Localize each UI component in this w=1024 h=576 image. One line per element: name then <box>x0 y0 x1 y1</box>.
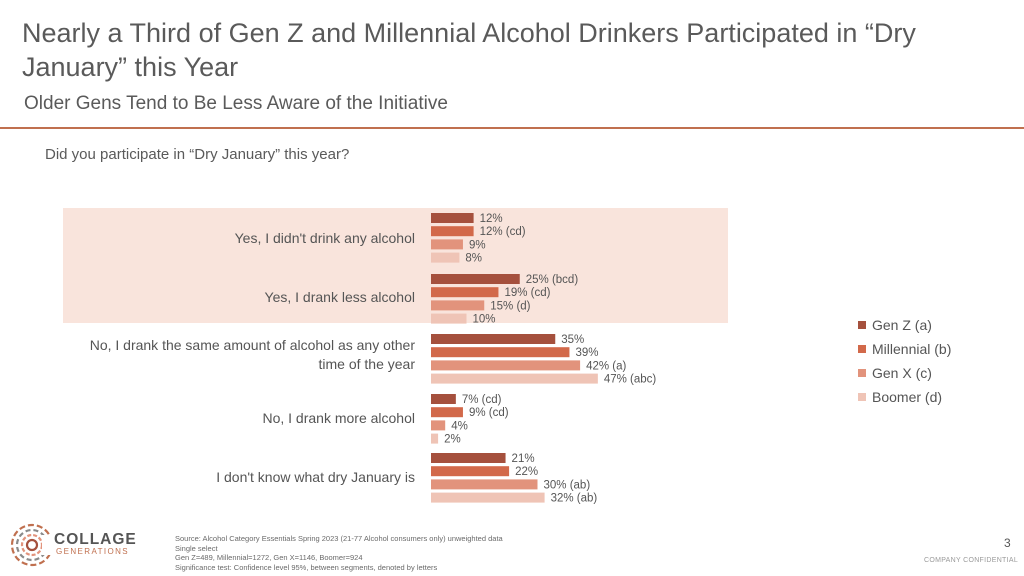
bar <box>431 300 485 311</box>
category-label: Yes, I drank less alcohol <box>264 289 415 305</box>
data-label: 39% <box>575 347 598 359</box>
legend-item: Millennial (b) <box>858 337 951 361</box>
bar <box>431 373 598 384</box>
bar <box>431 360 581 371</box>
legend-swatch <box>858 369 866 377</box>
data-label: 19% (cd) <box>504 287 550 299</box>
category-label: No, I drank more alcohol <box>262 410 415 426</box>
slide-subtitle: Older Gens Tend to Be Less Aware of the … <box>24 93 448 114</box>
legend-label: Gen X (c) <box>872 365 932 381</box>
bar <box>431 466 510 477</box>
legend-item: Boomer (d) <box>858 385 951 409</box>
data-label: 32% (ab) <box>551 493 598 505</box>
logo-tagline: GENERATIONS <box>56 547 130 556</box>
legend-label: Millennial (b) <box>872 341 952 357</box>
data-label: 12% <box>480 213 503 225</box>
data-label: 9% (cd) <box>469 407 509 419</box>
source-notes: Source: Alcohol Category Essentials Spri… <box>175 534 503 572</box>
legend-label: Gen Z (a) <box>872 317 932 333</box>
footer-line: Source: Alcohol Category Essentials Spri… <box>175 534 503 543</box>
data-label: 22% <box>515 466 538 478</box>
collage-logo-icon <box>10 523 56 567</box>
legend-item: Gen X (c) <box>858 361 951 385</box>
legend-swatch <box>858 393 866 401</box>
title-divider <box>0 127 1024 129</box>
bar <box>431 226 474 237</box>
bar <box>431 313 467 324</box>
bar <box>431 274 520 284</box>
highlight-band <box>63 208 728 323</box>
data-label: 4% <box>451 420 468 432</box>
bar <box>431 394 456 404</box>
data-label: 9% <box>469 239 486 251</box>
data-label: 42% (a) <box>586 360 626 372</box>
survey-question: Did you participate in “Dry January” thi… <box>45 146 350 163</box>
legend-label: Boomer (d) <box>872 389 943 405</box>
data-label: 10% <box>473 314 496 326</box>
bar <box>431 453 506 463</box>
data-label: 47% (abc) <box>604 374 657 386</box>
data-label: 25% (bcd) <box>526 274 579 286</box>
data-label: 12% (cd) <box>480 226 526 238</box>
page-number: 3 <box>1004 536 1011 550</box>
bar <box>431 213 474 223</box>
legend-swatch <box>858 321 866 329</box>
confidential-label: COMPANY CONFIDENTIAL <box>924 557 1019 564</box>
bar <box>431 407 463 418</box>
footer-line: Single select <box>175 543 218 553</box>
bar <box>431 287 499 298</box>
bar <box>431 433 439 444</box>
category-label: I don't know what dry January is <box>216 469 415 485</box>
data-label: 30% (ab) <box>544 479 591 491</box>
footer-line: Significance test: Confidence level 95%,… <box>175 562 438 572</box>
bar <box>431 479 538 490</box>
bar <box>431 239 463 250</box>
legend-item: Gen Z (a) <box>858 313 951 337</box>
bar <box>431 334 556 344</box>
slide-title: Nearly a Third of Gen Z and Millennial A… <box>22 18 916 82</box>
footer-line: Gen Z=489, Millennial=1272, Gen X=1146, … <box>175 553 363 562</box>
data-label: 7% (cd) <box>462 394 502 406</box>
category-label: No, I drank the same amount of alcohol a… <box>89 337 415 372</box>
legend-swatch <box>858 345 866 353</box>
data-label: 35% <box>561 334 584 346</box>
logo-wordmark: COLLAGE <box>54 531 137 548</box>
bar <box>431 420 446 431</box>
bar <box>431 492 545 503</box>
data-label: 8% <box>465 253 482 265</box>
data-label: 2% <box>444 434 461 446</box>
data-label: 15% (d) <box>490 300 530 312</box>
chart-legend: Gen Z (a) Millennial (b) Gen X (c) Boomer (… <box>858 313 951 409</box>
data-label: 21% <box>512 453 535 465</box>
bar <box>431 347 570 358</box>
bar <box>431 252 460 263</box>
category-label: Yes, I didn't drink any alcohol <box>234 230 415 246</box>
